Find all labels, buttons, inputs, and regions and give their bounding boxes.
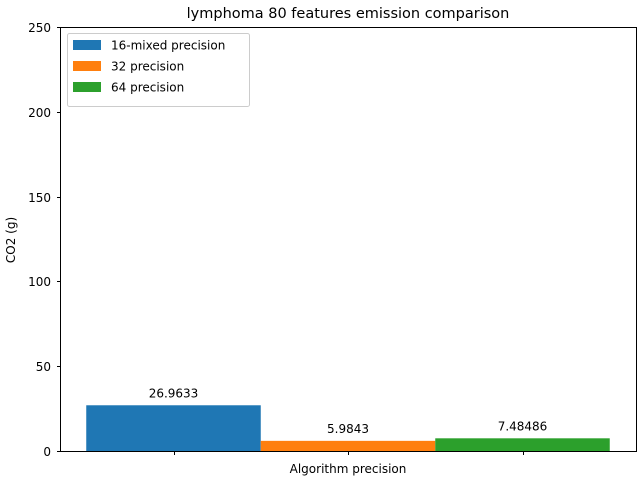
y-tick-label: 0 [43,445,51,459]
y-tick-label: 50 [36,360,51,374]
y-tick-label: 200 [28,106,51,120]
bar-label-32-precision: 5.9843 [327,422,369,436]
legend-swatch-64-precision [73,82,101,92]
legend-label-16-mixed-precision: 16-mixed precision [111,39,225,53]
y-tick-label: 100 [28,275,51,289]
bar-64-precision [435,438,610,451]
y-tick-label: 250 [28,21,51,35]
bars-group [86,405,610,451]
bar-label-64-precision: 7.48486 [498,419,548,433]
x-axis [174,451,524,455]
legend-swatch-16-mixed-precision [73,40,101,50]
legend-swatch-32-precision [73,61,101,71]
legend-label-64-precision: 64 precision [111,81,184,95]
legend: 16-mixed precision 32 precision 64 precisi… [67,33,250,107]
bar-16-mixed-precision [86,405,261,451]
chart-title: lymphoma 80 features emission comparison [187,6,510,22]
x-axis-label: Algorithm precision [290,462,407,476]
bar-labels-group: 26.9633 5.9843 7.48486 [149,386,548,436]
y-axis-label: CO2 (g) [4,217,18,263]
y-axis: 0 50 100 150 200 250 [28,21,61,459]
y-tick-label: 150 [28,191,51,205]
legend-frame [67,33,250,107]
legend-label-32-precision: 32 precision [111,60,184,74]
bar-32-precision [260,440,436,451]
bar-label-16-mixed-precision: 26.9633 [149,386,199,400]
